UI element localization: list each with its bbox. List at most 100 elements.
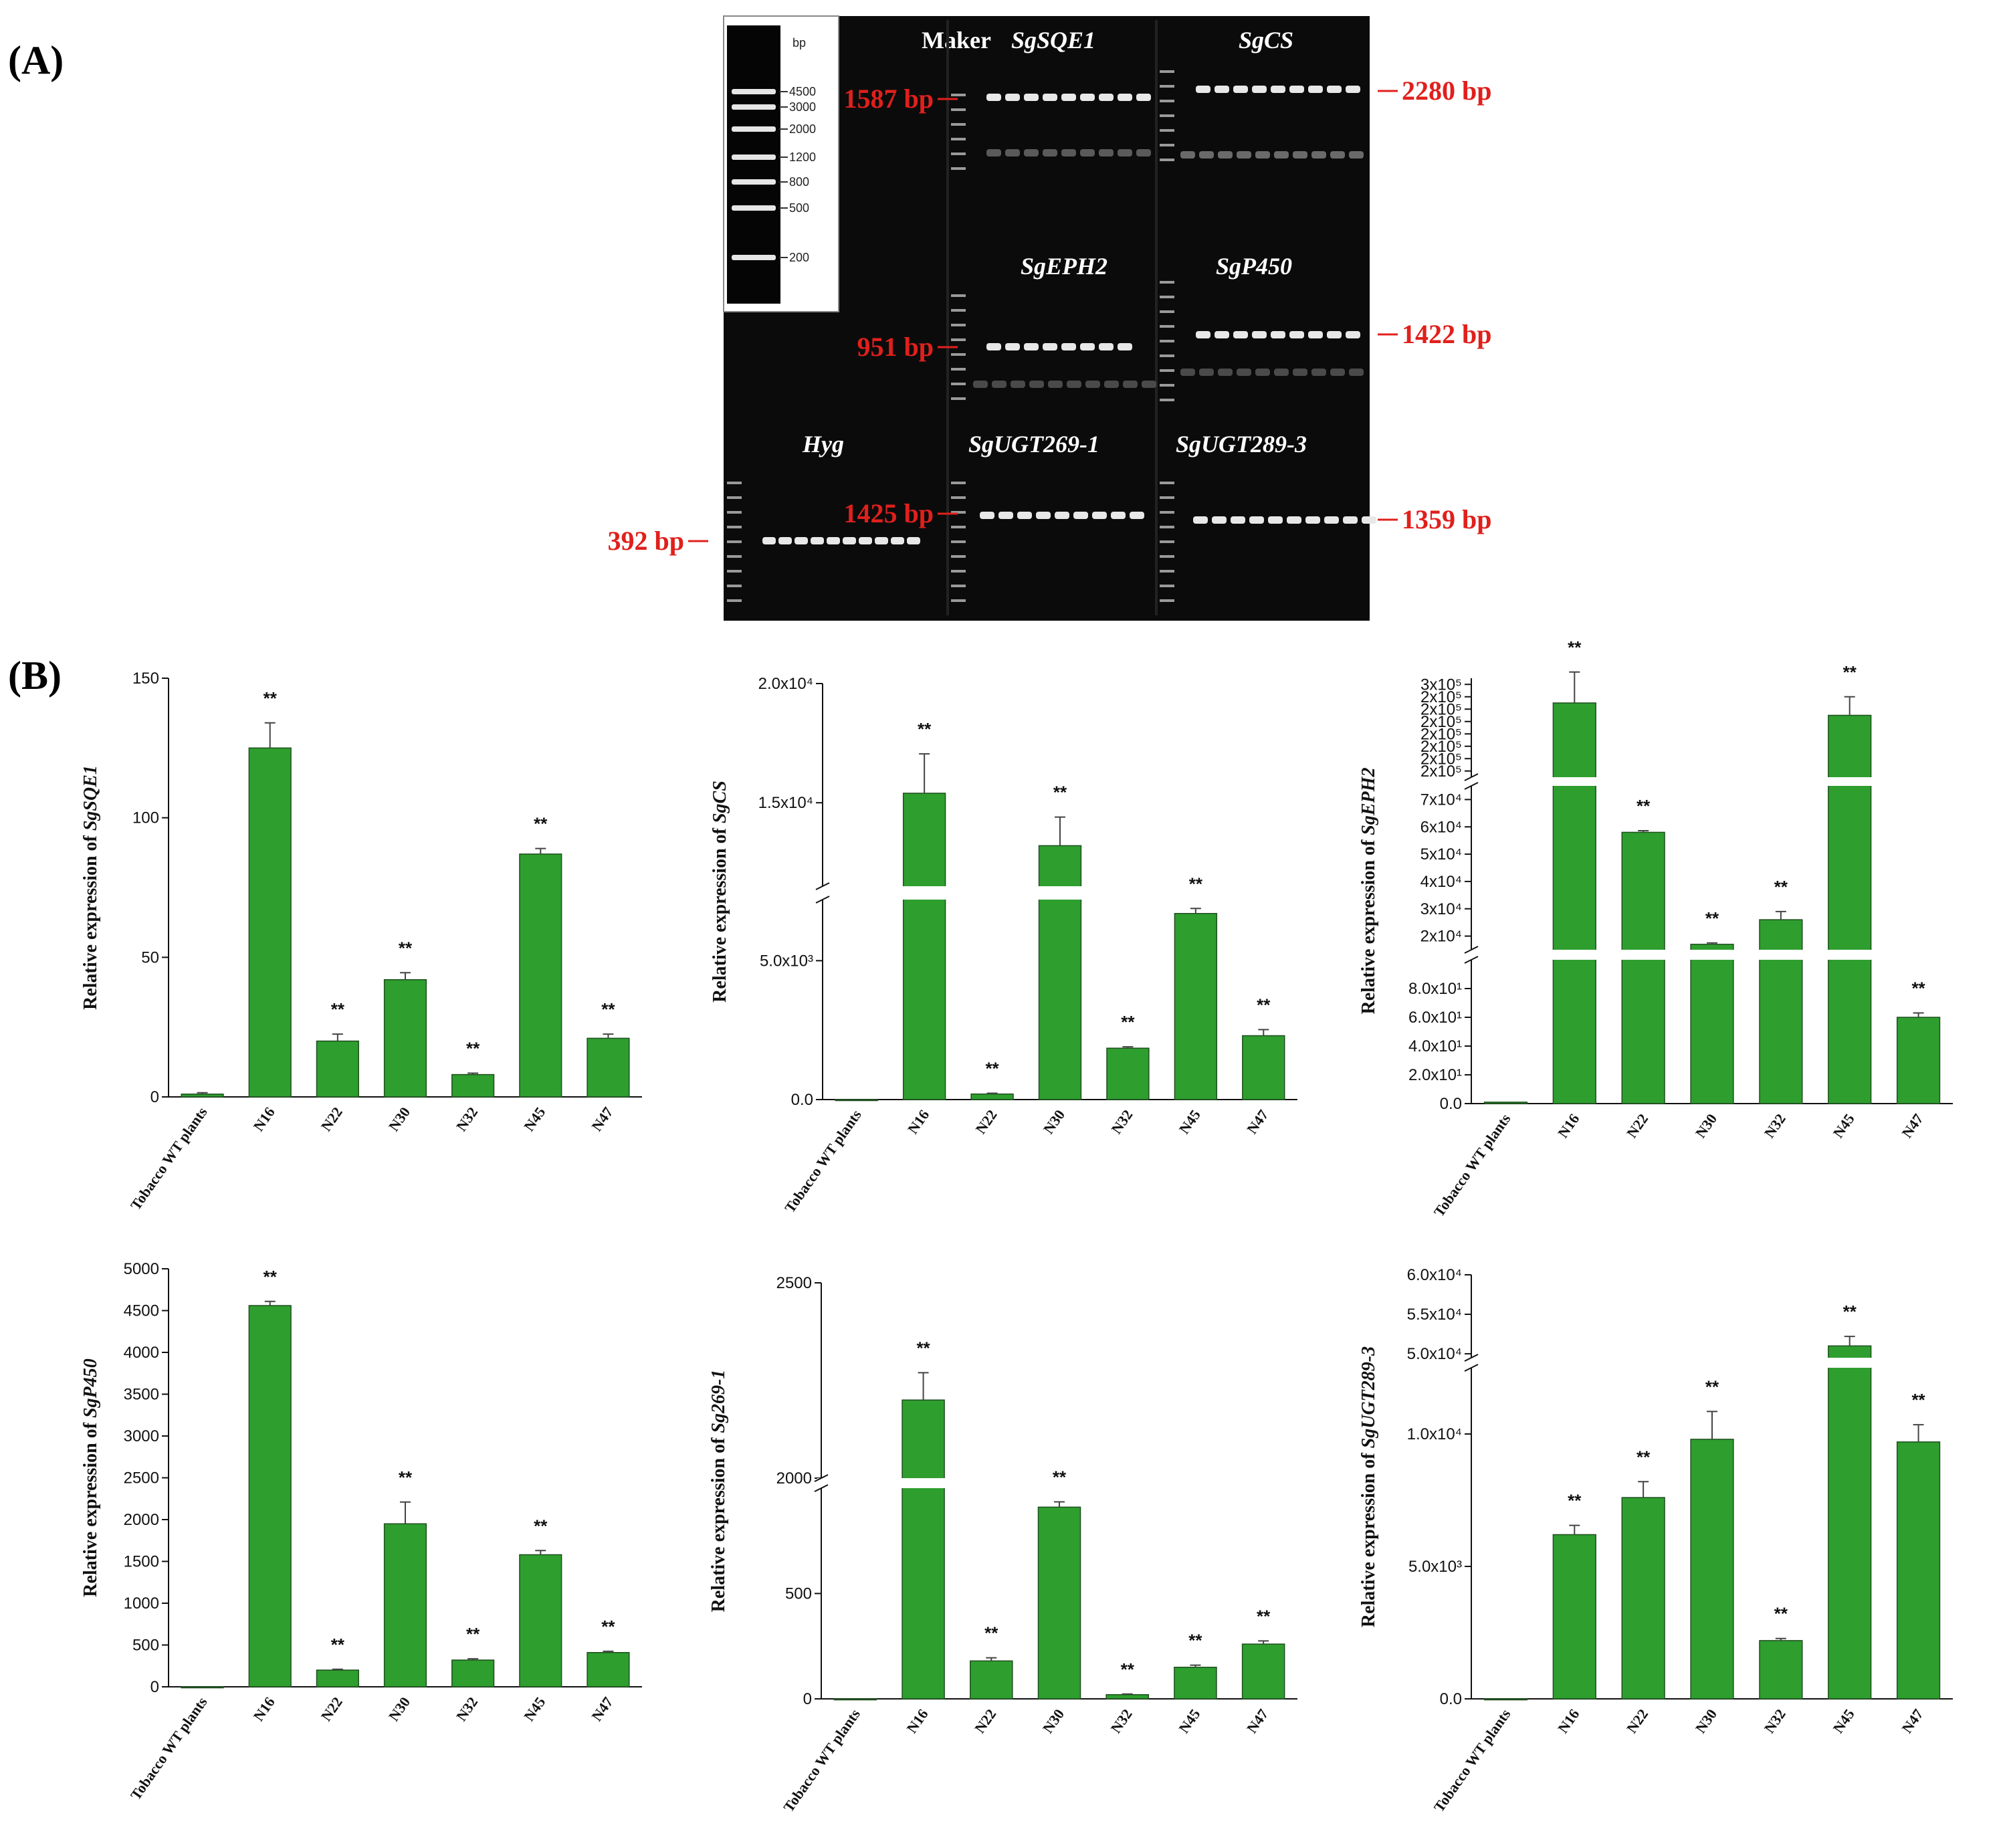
band-hyg: [778, 537, 792, 544]
axis-break-mark: [814, 1474, 829, 1482]
bar-n45: [519, 1554, 562, 1687]
band-sgugt269: [980, 512, 994, 519]
bar-n45: [1828, 714, 1872, 1104]
band-hyg: [875, 537, 888, 544]
ladder-size-label: 500: [789, 201, 809, 215]
bar-break-gap: [1552, 777, 1598, 786]
band-sgugt289: [1287, 516, 1301, 524]
primer-dimer-band: [1349, 369, 1364, 376]
significance-marker: **: [1568, 1491, 1582, 1511]
bar-n32: [1759, 919, 1803, 1104]
ladder-size-label: 1200: [789, 150, 816, 164]
axis-break-mark: [1464, 956, 1479, 964]
significance-marker: **: [1568, 637, 1582, 657]
category-label: N47: [588, 1104, 616, 1134]
band-sgsqe1: [1136, 94, 1151, 101]
significance-marker: **: [984, 1623, 998, 1643]
band-sgsqe1: [1024, 94, 1039, 101]
chart-ugt289: 0.0 5.0x10³ 1.0x10⁴ 5.0x10⁴ 5.5x10⁴ 6.0x10⁴ To…: [1358, 1266, 1953, 1815]
y-tick-label: 5.0x10³: [760, 952, 813, 970]
significance-marker: **: [331, 1635, 345, 1655]
significance-marker: **: [1705, 908, 1719, 928]
y-tick-label: 6.0x10⁴: [1407, 1266, 1462, 1284]
category-label: N47: [1898, 1111, 1926, 1141]
band-sgugt289: [1268, 516, 1283, 524]
category-label: Tobacco WT plants: [780, 1706, 863, 1815]
category-label: N22: [1623, 1706, 1651, 1736]
panel-b-letter: (B): [8, 653, 62, 698]
y-tick-label: 5000: [124, 1260, 159, 1278]
category-label: N47: [1243, 1107, 1271, 1137]
bar-break-gap: [1826, 1358, 1873, 1368]
chart-eph2: 0.0 2.0x10¹ 4.0x10¹ 6.0x10¹ 8.0x10¹ 2x10⁴ 3x10…: [1358, 637, 1953, 1220]
bar-tobacco-wt-plants: [833, 1698, 877, 1701]
marker-lane-band: [951, 585, 966, 587]
y-axis-label: Relative expression of SgUGT289-3: [1358, 1346, 1379, 1627]
significance-marker: **: [534, 1516, 548, 1536]
marker-lane-band: [727, 585, 742, 587]
bar-n22: [970, 1093, 1014, 1100]
y-axis-label-prefix: Relative expression of: [708, 1433, 729, 1613]
size-marker-label: 1422 bp: [1402, 319, 1492, 349]
marker-lane-band: [951, 294, 966, 297]
axis-break-gap: [819, 886, 827, 900]
bar-break-gap: [901, 1478, 946, 1488]
band-sgp450: [1252, 331, 1267, 338]
y-tick-label: 2x10⁴: [1420, 928, 1462, 946]
category-label: N16: [904, 1107, 932, 1137]
y-tick-label: 4000: [124, 1344, 159, 1362]
y-tick-label: 5.5x10⁴: [1407, 1306, 1462, 1324]
significance-marker: **: [1121, 1012, 1135, 1032]
y-tick-label: 1500: [124, 1553, 159, 1571]
bar-n32: [1759, 1640, 1803, 1700]
size-marker-label: 1359 bp: [1402, 504, 1492, 534]
bar-break-gap: [1620, 950, 1667, 960]
band-sgeph2: [1061, 343, 1076, 350]
band-sgp450: [1308, 331, 1323, 338]
chart-ugt269: 0 500 2000 2500 Tobacco WT plants ** N16 ** N22 *…: [708, 1274, 1297, 1815]
bar-n30: [1037, 1506, 1081, 1700]
bar-n47: [1242, 1035, 1285, 1100]
y-tick-label: 4500: [124, 1302, 159, 1320]
primer-dimer-band: [1237, 151, 1251, 159]
primer-dimer-band: [1011, 381, 1025, 388]
bar-charts: 0 50 100 150 Tobacco WT plants ** N16 ** N22 ** N3…: [80, 637, 1953, 1815]
marker-lane-band: [727, 540, 742, 543]
marker-lane-band: [727, 526, 742, 528]
primer-dimer-band: [986, 149, 1001, 157]
axis-break-mark: [1464, 782, 1479, 790]
category-label: N32: [1107, 1107, 1136, 1137]
category-label: N45: [520, 1104, 548, 1134]
y-tick-label: 2x10⁵: [1420, 700, 1462, 718]
primer-dimer-band: [1274, 369, 1289, 376]
bar-n30: [383, 1523, 427, 1687]
axis-break-mark: [815, 882, 830, 890]
y-tick-label: 3500: [124, 1386, 159, 1404]
bar-break-gap: [1689, 950, 1735, 960]
marker-lane-band: [951, 309, 966, 312]
band-hyg: [843, 537, 856, 544]
primer-dimer-band: [1118, 149, 1132, 157]
y-axis-label: Relative expression of SgCS: [710, 781, 730, 1003]
band-sgsqe1: [1061, 94, 1076, 101]
band-sgp450: [1233, 331, 1248, 338]
marker-lane-band: [727, 511, 742, 514]
bar-n30: [1038, 845, 1082, 1100]
y-tick-label: 0: [150, 1088, 159, 1106]
primer-dimer-band: [973, 381, 988, 388]
axis-break-gap: [1467, 1358, 1475, 1368]
band-sgcs: [1215, 86, 1229, 93]
band-sgeph2: [1024, 343, 1039, 350]
marker-lane-band: [1160, 325, 1174, 328]
significance-marker: **: [1911, 1390, 1925, 1410]
bar-tobacco-wt-plants: [1483, 1102, 1528, 1104]
axis-break-mark: [815, 896, 830, 904]
band-hyg: [827, 537, 840, 544]
category-label: N22: [971, 1706, 999, 1736]
category-label: N32: [453, 1104, 481, 1134]
band-sgsqe1: [1043, 94, 1057, 101]
ladder-marks: 4500 3000 2000 1200 800 500 200: [732, 85, 816, 264]
primer-dimer-band: [1255, 151, 1270, 159]
primer-dimer-band: [1085, 381, 1100, 388]
category-label: N30: [1039, 1706, 1067, 1736]
